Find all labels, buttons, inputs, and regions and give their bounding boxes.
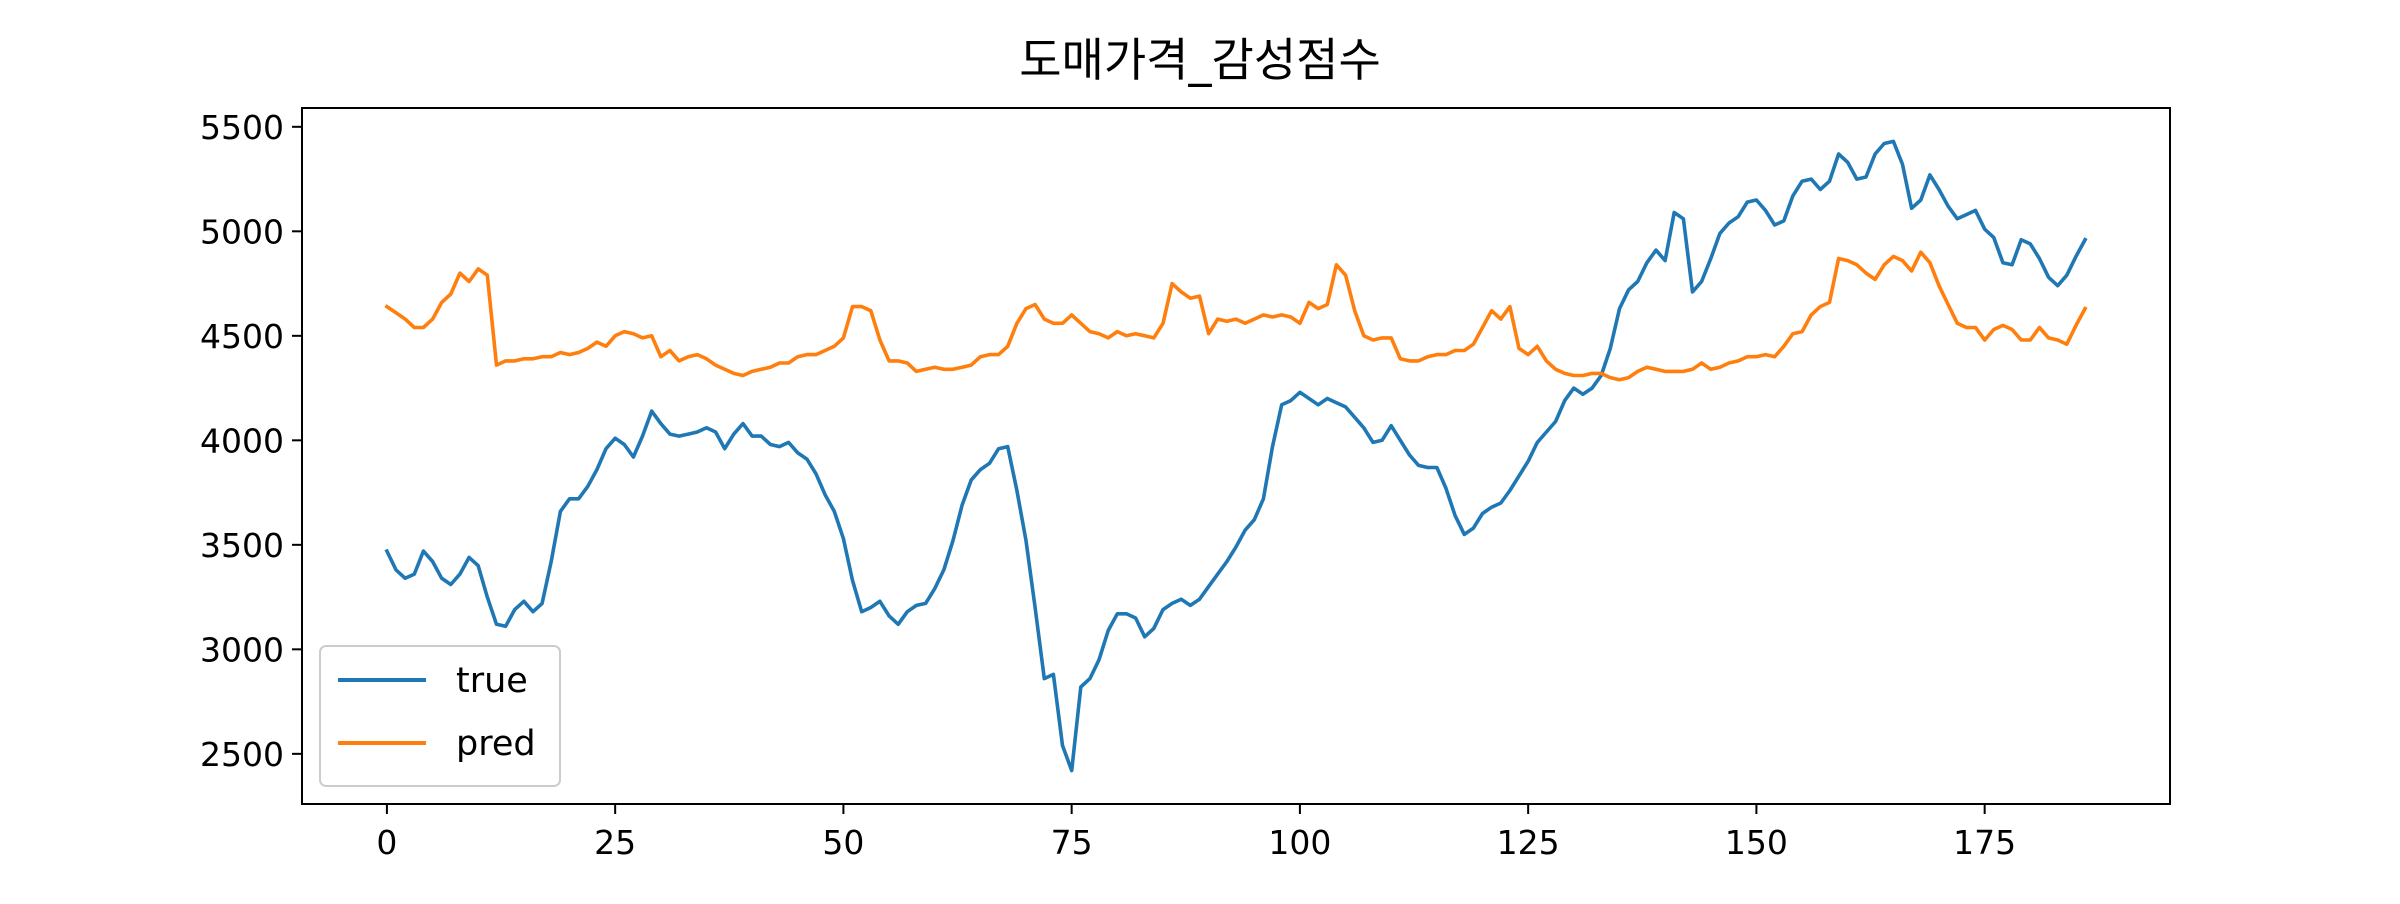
legend-label-pred: pred (456, 724, 536, 764)
y-tick-label: 4500 (200, 317, 284, 356)
series-layer (384, 139, 2088, 773)
x-tick-label: 50 (822, 823, 864, 862)
x-tick-label: 125 (1497, 823, 1560, 862)
x-tick-label: 25 (594, 823, 636, 862)
x-tick-label: 75 (1051, 823, 1093, 862)
y-tick-label: 2500 (200, 735, 284, 774)
x-tick-label: 100 (1268, 823, 1331, 862)
series-line-true (384, 139, 2088, 773)
series-line-pred (384, 250, 2088, 382)
legend-label-true: true (456, 661, 528, 701)
y-tick-label: 3000 (200, 630, 284, 669)
y-axis: 2500 3000 3500 4000 4500 5000 5500 (200, 108, 302, 774)
x-tick-label: 150 (1725, 823, 1788, 862)
y-tick-label: 5000 (200, 212, 284, 251)
legend: true pred (319, 645, 561, 787)
x-tick-label: 0 (376, 823, 397, 862)
y-tick-label: 5500 (200, 108, 284, 147)
x-tick-label: 175 (1953, 823, 2016, 862)
y-tick-label: 3500 (200, 526, 284, 565)
plot-area-frame (301, 107, 2171, 805)
chart-title: 도매가격_감성점수 (1019, 33, 1381, 87)
x-axis: 0 25 50 75 100 125 150 175 (376, 804, 2016, 862)
y-tick-label: 4000 (200, 421, 284, 460)
